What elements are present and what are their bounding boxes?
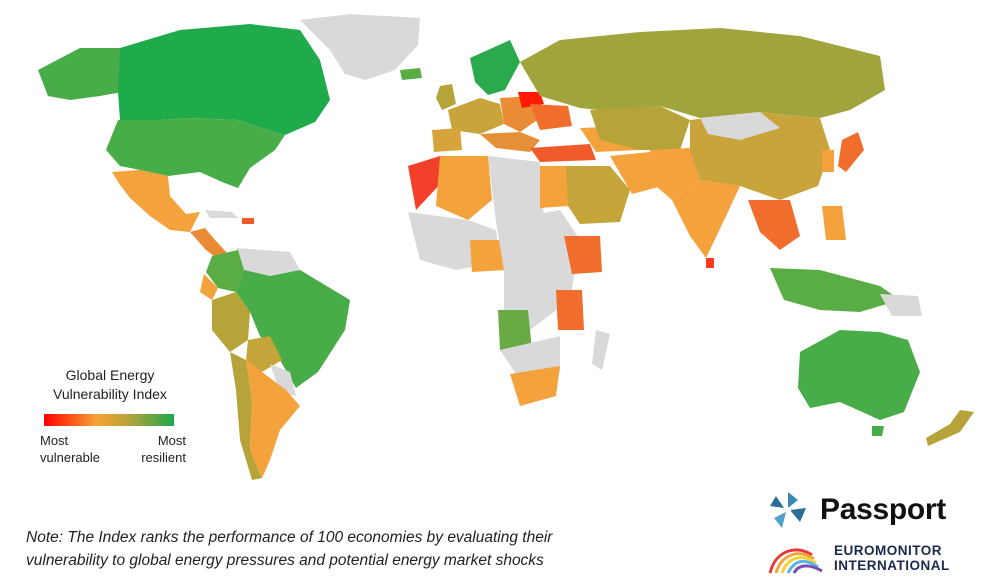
alaska: [38, 48, 122, 100]
bolivia: [246, 336, 282, 372]
footnote: Note: The Index ranks the performance of…: [26, 526, 726, 572]
passport-logo: Passport: [768, 488, 946, 532]
branding: Passport EUROMONITOR INTERNATIONAL: [768, 488, 993, 580]
euromonitor-logo: EUROMONITOR INTERNATIONAL: [768, 538, 950, 578]
footnote-line1: Note: The Index ranks the performance of…: [26, 529, 553, 546]
ukraine-region: [530, 104, 572, 130]
legend-low-label-1: Most: [40, 433, 69, 448]
madagascar: [592, 330, 610, 370]
iceland: [400, 68, 422, 80]
ecuador: [200, 274, 218, 300]
sri-lanka: [706, 258, 714, 268]
euromonitor-rainbow-logo-icon: [768, 548, 823, 574]
libya-sahara: [488, 156, 544, 222]
legend-color-scale: [44, 414, 174, 426]
paraguay-uruguay: [270, 364, 296, 396]
legend-labels: Most vulnerable Most resilient: [30, 426, 190, 466]
legend-high-label-2: resilient: [141, 450, 186, 465]
pakistan-afghanistan: [650, 148, 700, 200]
tasmania: [872, 426, 884, 436]
angola: [498, 310, 532, 350]
ethiopia: [564, 236, 602, 274]
footnote-line2: vulnerability to global energy pressures…: [26, 552, 544, 569]
nigeria-ghana: [470, 240, 506, 272]
legend-title-line1: Global Energy: [65, 367, 155, 383]
passport-wordmark: Passport: [820, 493, 946, 526]
legend-most-vulnerable: Most vulnerable: [40, 432, 100, 466]
cuba: [205, 210, 238, 218]
mexico: [112, 170, 200, 232]
korea: [822, 150, 834, 172]
dominican-republic: [242, 218, 254, 224]
euromonitor-line1: EUROMONITOR: [834, 543, 943, 558]
central-america: [190, 228, 230, 262]
iberia: [432, 128, 462, 152]
brazil: [236, 270, 350, 388]
legend-most-resilient: Most resilient: [141, 432, 186, 466]
canada: [118, 24, 330, 135]
norway-sweden-finland: [470, 40, 520, 95]
united-states: [106, 118, 285, 188]
euromonitor-line2: INTERNATIONAL: [834, 558, 950, 573]
morocco: [408, 156, 444, 210]
passport-globe-logo-icon: [770, 492, 806, 528]
mongolia: [700, 112, 780, 140]
venezuela-guianas: [236, 248, 300, 276]
baltics-belarus: [518, 92, 544, 108]
australia: [798, 330, 920, 420]
peru: [212, 292, 250, 352]
greenland: [300, 14, 420, 80]
south-africa: [510, 366, 560, 406]
new-guinea: [880, 294, 922, 316]
egypt: [540, 166, 568, 208]
kazakhstan-central-asia: [590, 106, 690, 150]
euromonitor-wordmark: EUROMONITOR INTERNATIONAL: [834, 543, 950, 573]
malaysia-indonesia: [770, 268, 900, 312]
middle-east: [560, 166, 630, 224]
algeria: [436, 156, 492, 220]
colombia: [206, 250, 244, 292]
turkey: [530, 144, 596, 162]
legend-high-label-1: Most: [157, 433, 186, 448]
philippines: [822, 206, 846, 240]
iran: [610, 152, 662, 194]
india: [672, 180, 740, 258]
argentina: [246, 360, 300, 478]
russia: [520, 28, 885, 118]
kenya-tanzania: [556, 290, 584, 330]
chile: [230, 352, 262, 480]
southeast-asia: [748, 200, 800, 250]
legend-title-line2: Vulnerability Index: [53, 386, 167, 402]
legend-low-label-2: vulnerable: [40, 450, 100, 465]
new-zealand: [926, 410, 974, 446]
legend: Global Energy Vulnerability Index Most v…: [30, 366, 190, 466]
western-europe: [448, 98, 504, 134]
legend-title: Global Energy Vulnerability Index: [30, 366, 190, 404]
japan: [838, 132, 864, 172]
uk-ireland: [436, 84, 456, 110]
balkans-italy: [480, 132, 540, 152]
